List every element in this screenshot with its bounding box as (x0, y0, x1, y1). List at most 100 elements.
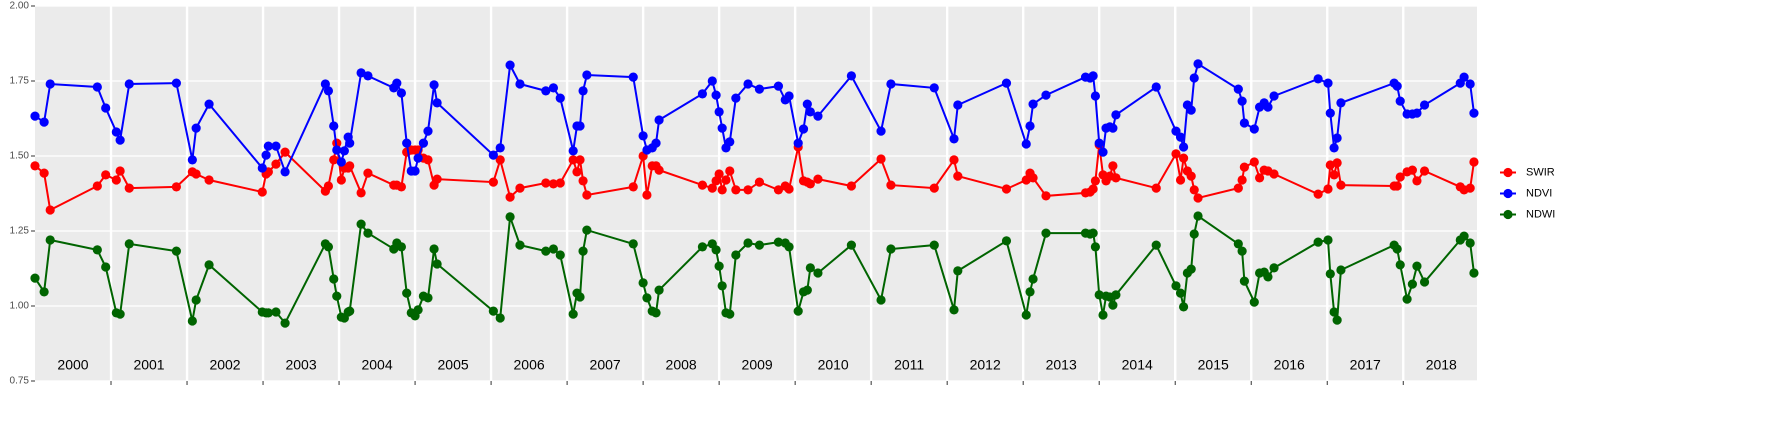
data-point (1465, 79, 1475, 89)
data-point (257, 187, 267, 197)
data-point (320, 79, 330, 89)
data-point (124, 239, 134, 249)
data-point (568, 309, 578, 319)
data-point (1395, 96, 1405, 106)
data-point (280, 318, 290, 328)
data-point (432, 98, 442, 108)
data-point (1233, 183, 1243, 193)
data-point (714, 261, 724, 271)
data-point (697, 242, 708, 252)
data-point (356, 188, 366, 198)
year-label: 2006 (514, 357, 545, 373)
data-point (124, 183, 134, 193)
data-point (171, 182, 181, 192)
data-point (263, 141, 273, 151)
data-point (1249, 124, 1259, 134)
data-point (725, 309, 735, 319)
data-point (1233, 84, 1243, 94)
data-point (1094, 138, 1104, 148)
data-point (717, 281, 727, 291)
data-point (429, 80, 439, 90)
data-point (1332, 315, 1342, 325)
year-label: 2011 (894, 357, 924, 373)
data-point (1090, 91, 1101, 101)
data-point (582, 225, 592, 235)
data-point (101, 170, 111, 180)
year-label: 2014 (1122, 357, 1153, 373)
data-point (271, 141, 281, 151)
data-point (363, 228, 373, 238)
data-point (1041, 228, 1051, 238)
data-point (1249, 297, 1259, 307)
data-point (187, 316, 197, 326)
data-point (929, 83, 939, 93)
data-point (396, 182, 406, 192)
year-label: 2001 (133, 357, 164, 373)
data-point (101, 262, 111, 272)
data-point (1028, 274, 1038, 284)
data-point (1171, 149, 1181, 159)
data-point (1332, 158, 1342, 168)
data-point (92, 82, 102, 92)
data-point (356, 219, 366, 229)
data-point (363, 71, 373, 81)
data-point (45, 235, 55, 245)
data-point (1313, 74, 1323, 84)
data-point (1175, 175, 1186, 185)
data-point (345, 306, 355, 316)
data-point (1189, 229, 1199, 239)
data-point (1178, 153, 1189, 163)
data-point (1313, 237, 1323, 247)
data-point (1313, 189, 1323, 199)
data-point (1021, 310, 1031, 320)
data-point (654, 165, 664, 175)
data-point (1323, 78, 1333, 88)
data-point (1407, 279, 1417, 289)
data-point (1151, 240, 1161, 250)
data-point (204, 99, 214, 109)
data-point (1151, 82, 1161, 92)
data-point (171, 78, 181, 88)
data-point (1090, 176, 1101, 186)
data-point (1239, 118, 1249, 128)
y-tick-label: 1.50 (10, 151, 30, 162)
data-point (541, 86, 551, 96)
data-point (1336, 265, 1346, 275)
data-point (423, 126, 433, 136)
data-point (1392, 244, 1402, 254)
data-point (929, 183, 939, 193)
data-point (1041, 191, 1051, 201)
data-point (578, 246, 588, 256)
data-point (1237, 96, 1247, 106)
data-point (1392, 81, 1402, 91)
data-point (846, 240, 856, 250)
data-point (1001, 78, 1012, 88)
data-point (548, 179, 559, 189)
data-point (1178, 142, 1189, 152)
data-point (1459, 72, 1469, 82)
data-point (1407, 165, 1417, 175)
data-point (784, 242, 794, 252)
data-point (1111, 173, 1121, 183)
data-point (743, 79, 753, 89)
data-point (1395, 260, 1405, 270)
data-point (1323, 235, 1333, 245)
data-point (707, 76, 717, 86)
data-point (1332, 133, 1342, 143)
data-point (717, 123, 727, 133)
data-point (846, 71, 856, 81)
data-point (1111, 110, 1121, 120)
data-point (1090, 242, 1101, 252)
data-point (345, 161, 355, 171)
data-point (1329, 170, 1339, 180)
data-point (124, 79, 134, 89)
data-point (575, 155, 585, 165)
data-point (793, 306, 803, 316)
data-point (1189, 185, 1199, 195)
year-label: 2015 (1198, 357, 1229, 373)
data-point (1108, 123, 1118, 133)
panel (35, 6, 1477, 381)
data-point (813, 111, 823, 121)
data-point (329, 274, 339, 284)
data-point (423, 293, 433, 303)
